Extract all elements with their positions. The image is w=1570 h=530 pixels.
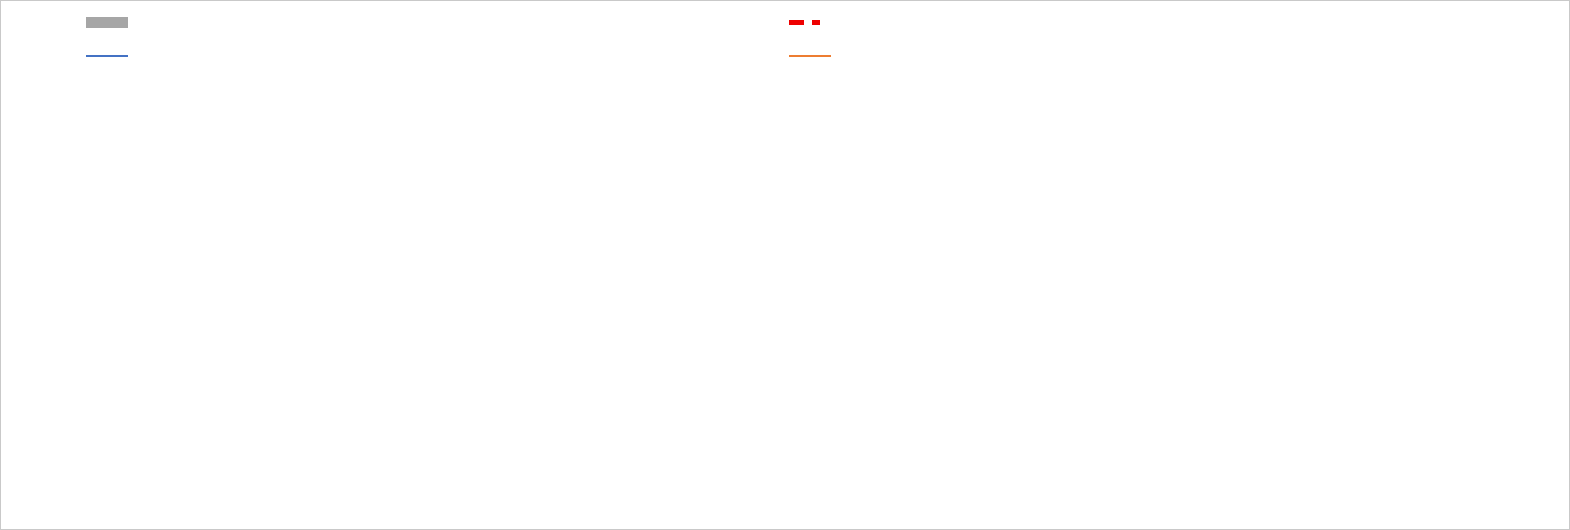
model-line-swatch-icon: [86, 55, 128, 57]
bars-swatch-icon: [86, 16, 128, 28]
legend-item-threshold: [789, 10, 825, 34]
confirmed-line-swatch-icon: [789, 55, 831, 57]
legend-item-bars: [86, 10, 128, 34]
legend-item-model: [86, 44, 128, 68]
threshold-dash-swatch-icon: [789, 19, 825, 25]
legend-item-confirmed: [789, 44, 831, 68]
